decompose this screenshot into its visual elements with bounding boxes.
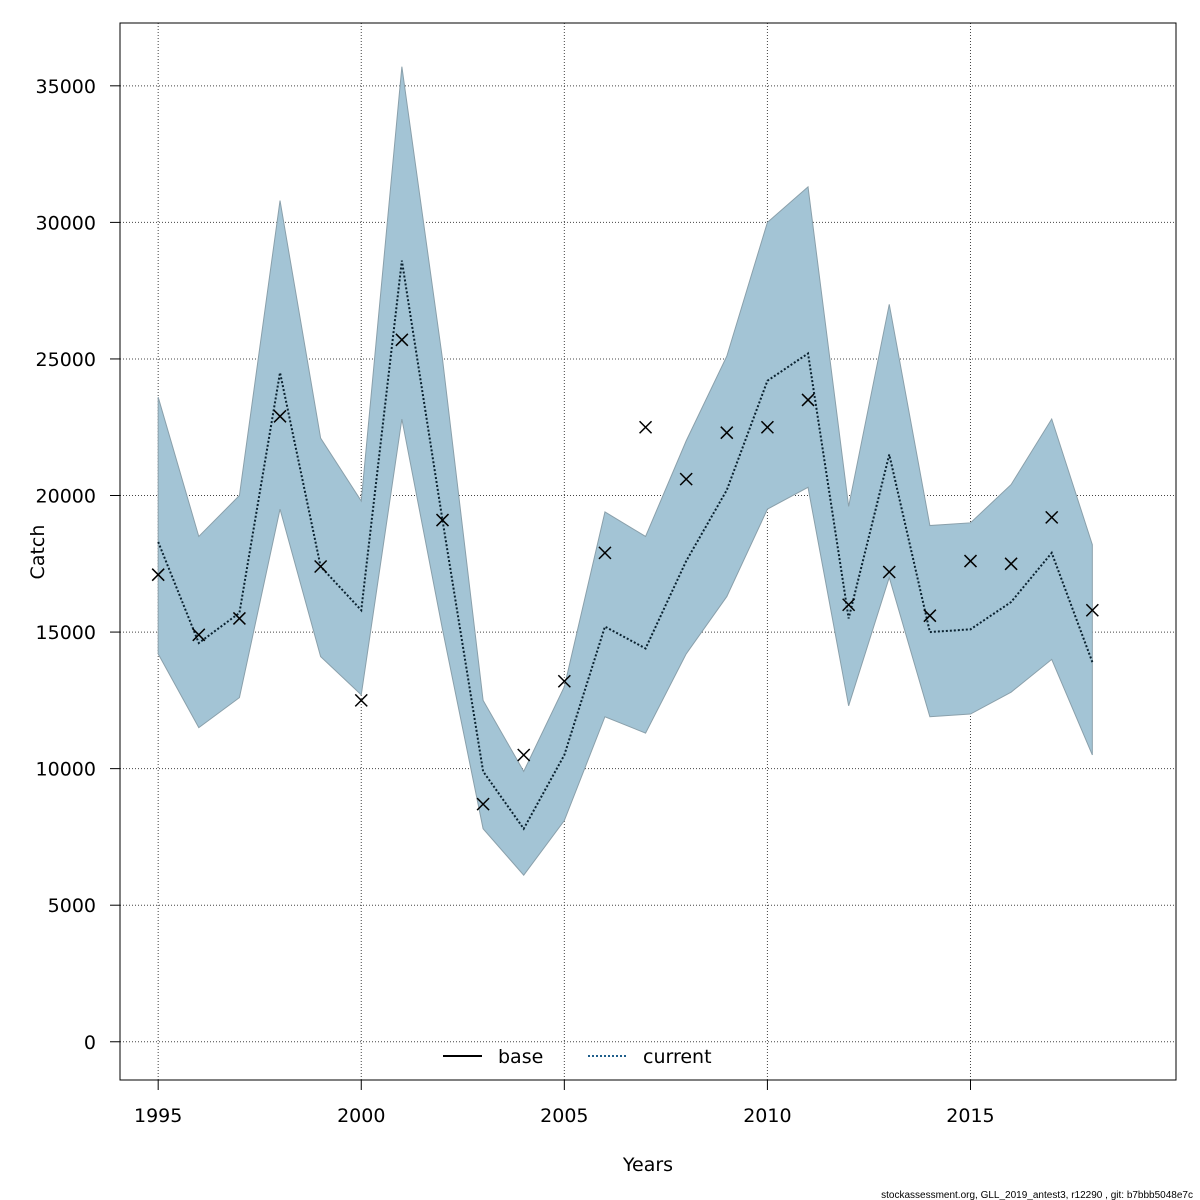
observed-point-2010 (760, 420, 774, 434)
y-tick-label-35000: 35000 (36, 76, 96, 98)
x-tick-label-2000: 2000 (337, 1105, 385, 1127)
axes: 1995 2000 2005 2010 2015 0 5000 10000 15000 20000… (36, 76, 995, 1127)
observed-point-2008 (679, 472, 693, 486)
y-tick-label-30000: 30000 (36, 212, 96, 234)
y-tick-label-25000: 25000 (36, 349, 96, 371)
x-tick-label-2015: 2015 (946, 1105, 994, 1127)
y-axis-title: Catch (27, 525, 49, 580)
observed-point-2014 (923, 609, 937, 623)
series-line-current (157, 260, 1094, 831)
observed-markers (151, 333, 1099, 811)
observed-point-2001 (395, 333, 409, 347)
observed-point-2000 (354, 693, 368, 707)
x-tick-label-2005: 2005 (540, 1105, 588, 1127)
footer-note: stockassessment.org, GLL_2019_antest3, r… (881, 1190, 1193, 1200)
confidence-band (157, 66, 1093, 876)
observed-point-2013 (882, 565, 896, 579)
observed-point-1996 (192, 628, 206, 642)
y-tick-label-20000: 20000 (36, 486, 96, 508)
y-tick-label-5000: 5000 (48, 895, 96, 917)
observed-point-1998 (273, 409, 287, 423)
observed-point-2009 (720, 426, 734, 440)
observed-point-2012 (842, 598, 856, 612)
x-tick-label-1995: 1995 (134, 1105, 182, 1127)
legend: base current (443, 1046, 712, 1068)
observed-point-2017 (1045, 510, 1059, 524)
observed-point-1995 (151, 568, 165, 582)
observed-point-2015 (963, 554, 978, 568)
legend-label-base: base (498, 1046, 543, 1068)
observed-point-2003 (476, 797, 490, 811)
observed-point-2004 (517, 748, 531, 762)
y-tick-label-10000: 10000 (36, 759, 96, 781)
observed-point-2016 (1004, 557, 1018, 571)
observed-point-2005 (557, 674, 571, 688)
x-axis-title: Years (622, 1154, 673, 1176)
plot-frame (119, 22, 1177, 1081)
x-tick-label-2010: 2010 (743, 1105, 791, 1127)
observed-point-2011 (801, 393, 815, 407)
observed-point-1999 (314, 559, 328, 574)
observed-point-2006 (598, 546, 612, 560)
y-tick-label-15000: 15000 (36, 622, 96, 644)
legend-label-current: current (643, 1046, 712, 1068)
observed-point-2002 (435, 513, 450, 527)
observed-point-2007 (639, 420, 653, 434)
y-tick-label-0: 0 (84, 1032, 96, 1054)
observed-point-2018 (1085, 603, 1099, 617)
observed-point-1997 (232, 611, 246, 625)
